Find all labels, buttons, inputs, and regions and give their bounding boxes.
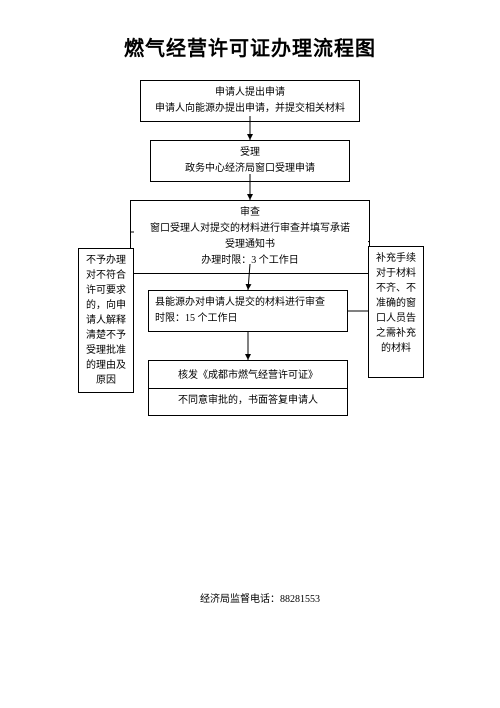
node-issue-approve: 核发《成都市燃气经营许可证》 [149, 364, 347, 388]
node-review-line4: 办理时限：3 个工作日 [201, 253, 299, 269]
node-review-line1: 审查 [240, 205, 260, 221]
node-county-line2: 时限：15 个工作日 [155, 311, 238, 327]
node-accept-line2: 政务中心经济局窗口受理申请 [185, 161, 315, 177]
node-review-line3: 受理通知书 [225, 237, 275, 253]
node-apply-line2: 申请人向能源办提出申请，并提交相关材料 [155, 101, 345, 117]
node-review-line2: 窗口受理人对提交的材料进行审查并填写承诺 [150, 221, 350, 237]
side-box-supplement: 补充手续对于材料不齐、不准确的窗口人员告之需补充的材料 [368, 246, 424, 378]
node-review: 审查 窗口受理人对提交的材料进行审查并填写承诺 受理通知书 办理时限：3 个工作… [130, 200, 370, 274]
node-issue: 核发《成都市燃气经营许可证》 不同意审批的，书面答复申请人 [148, 360, 348, 416]
side-box-reject-reason: 不予办理对不符合许可要求的，向申请人解释清楚不予受理批准的理由及原因 [78, 248, 134, 393]
node-apply: 申请人提出申请 申请人向能源办提出申请，并提交相关材料 [140, 80, 360, 122]
footer-phone: 经济局监督电话：88281553 [180, 590, 340, 605]
node-issue-reject: 不同意审批的，书面答复申请人 [149, 389, 347, 413]
node-county-review: 县能源办对申请人提交的材料进行审查 时限：15 个工作日 [148, 290, 348, 332]
node-accept-line1: 受理 [240, 145, 260, 161]
page-title: 燃气经营许可证办理流程图 [0, 0, 500, 61]
node-accept: 受理 政务中心经济局窗口受理申请 [150, 140, 350, 182]
node-apply-line1: 申请人提出申请 [215, 85, 285, 101]
node-county-line1: 县能源办对申请人提交的材料进行审查 [155, 295, 325, 311]
